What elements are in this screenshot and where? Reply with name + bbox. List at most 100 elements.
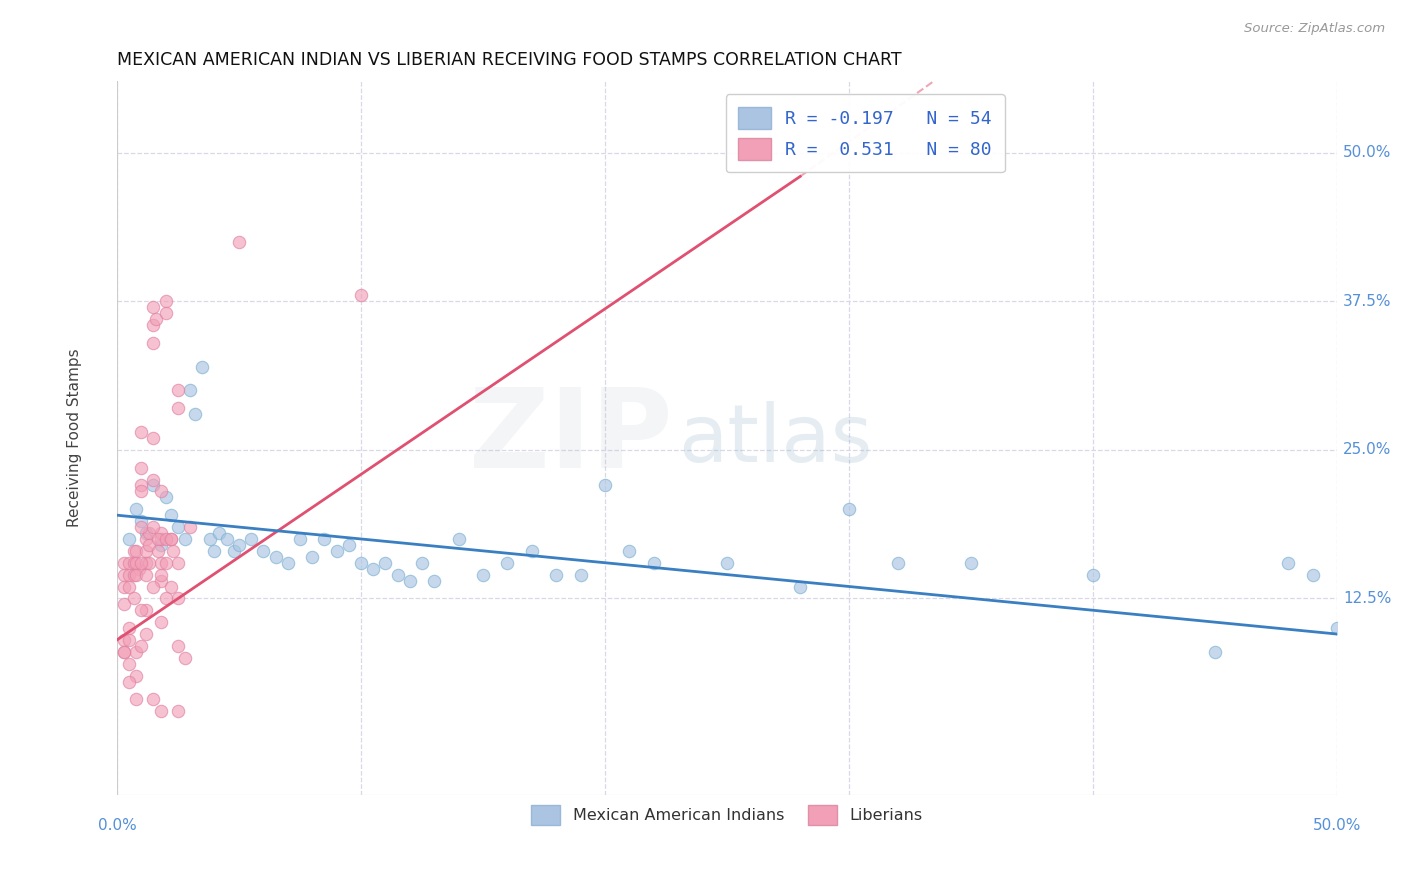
Point (204, 544, 226, 558)
Point (789, 580, 811, 594)
Point (149, 567, 172, 582)
Point (423, 574, 446, 588)
Point (264, 549, 287, 564)
Point (128, 562, 150, 576)
Point (149, 574, 172, 588)
Legend: Mexican American Indians, Liberians: Mexican American Indians, Liberians (523, 797, 931, 833)
Point (122, 544, 145, 558)
Point (135, 544, 157, 558)
Point (129, 478, 152, 492)
Point (112, 645, 135, 659)
Point (191, 359, 214, 374)
Text: 50.0%: 50.0% (1343, 145, 1392, 161)
Point (125, 567, 148, 582)
Text: MEXICAN AMERICAN INDIAN VS LIBERIAN RECEIVING FOOD STAMPS CORRELATION CHART: MEXICAN AMERICAN INDIAN VS LIBERIAN RECE… (117, 51, 901, 69)
Point (277, 556, 299, 570)
Point (142, 335, 165, 350)
Point (350, 556, 373, 570)
Point (159, 580, 181, 594)
Point (411, 556, 433, 570)
Point (496, 556, 519, 570)
Point (135, 627, 157, 641)
Point (118, 621, 141, 635)
Point (118, 532, 141, 546)
Point (112, 597, 135, 611)
Point (125, 692, 148, 706)
Point (118, 674, 141, 689)
Point (155, 532, 177, 546)
Point (167, 556, 190, 570)
Point (325, 544, 347, 558)
Point (125, 668, 148, 682)
Point (122, 591, 145, 606)
Point (159, 532, 181, 546)
Point (222, 544, 245, 558)
Point (149, 556, 172, 570)
Point (155, 306, 177, 320)
Point (179, 384, 201, 398)
Point (314, 532, 336, 546)
Point (129, 460, 152, 475)
Point (1277, 556, 1299, 570)
Point (240, 532, 263, 546)
Point (125, 556, 148, 570)
Point (129, 639, 152, 653)
Point (387, 567, 409, 582)
Point (208, 526, 231, 541)
Point (471, 567, 494, 582)
Point (122, 567, 145, 582)
Point (162, 544, 184, 558)
Point (252, 544, 274, 558)
Point (142, 520, 165, 534)
Point (179, 520, 201, 534)
Text: 25.0%: 25.0% (1343, 442, 1392, 458)
Point (960, 556, 983, 570)
Point (118, 556, 141, 570)
Point (155, 491, 177, 505)
Text: 37.5%: 37.5% (1343, 293, 1392, 309)
Point (288, 532, 311, 546)
Point (129, 520, 152, 534)
Point (215, 532, 238, 546)
Point (125, 645, 148, 659)
Point (112, 632, 135, 647)
Point (142, 473, 165, 487)
Text: atlas: atlas (678, 401, 873, 479)
Point (301, 549, 323, 564)
Text: 50.0%: 50.0% (1313, 818, 1361, 833)
Point (228, 538, 250, 552)
Point (374, 556, 396, 570)
Point (198, 532, 221, 546)
Point (118, 580, 141, 594)
Point (148, 544, 170, 558)
Point (129, 484, 152, 499)
Point (118, 567, 141, 582)
Point (112, 645, 135, 659)
Text: Receiving Food Stamps: Receiving Food Stamps (66, 349, 82, 527)
Point (149, 704, 172, 718)
Point (228, 235, 250, 249)
Point (149, 532, 172, 546)
Point (716, 556, 738, 570)
Point (520, 544, 543, 558)
Point (167, 384, 190, 398)
Point (350, 288, 373, 302)
Point (184, 407, 207, 421)
Point (1302, 567, 1324, 582)
Point (643, 556, 665, 570)
Point (125, 544, 148, 558)
Point (167, 704, 190, 718)
Point (112, 556, 135, 570)
Point (118, 632, 141, 647)
Point (155, 591, 177, 606)
Point (149, 538, 172, 552)
Point (167, 401, 190, 416)
Point (167, 591, 190, 606)
Point (138, 538, 160, 552)
Point (149, 615, 172, 629)
Point (149, 526, 172, 541)
Point (112, 567, 135, 582)
Point (142, 478, 165, 492)
Point (129, 603, 152, 617)
Point (361, 562, 384, 576)
